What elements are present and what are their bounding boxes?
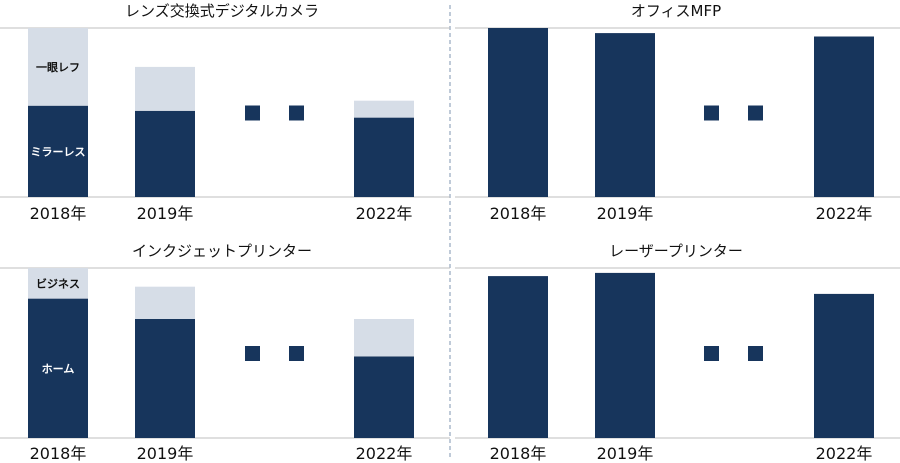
gap-marker [289, 105, 304, 121]
bar-segment-1-0 [135, 110, 195, 197]
gap-marker [748, 346, 763, 361]
x-tick-label: 2018年 [30, 444, 87, 463]
bar-segment-0-0 [28, 105, 88, 197]
bar-segment-0-0 [28, 298, 88, 438]
bar-value-1-0 [595, 272, 655, 438]
bar-segment-2-1 [354, 319, 414, 357]
x-tick-label: 2018年 [30, 204, 87, 223]
series-label: ホーム [42, 362, 75, 375]
gap-marker [245, 346, 260, 361]
bar-segment-1-1 [135, 286, 195, 319]
x-tick-label: 2019年 [137, 444, 194, 463]
bar-value-1-0 [595, 33, 655, 197]
gap-marker [245, 105, 260, 121]
x-tick-label: 2022年 [356, 444, 413, 463]
bar-value-2-0 [814, 36, 874, 197]
chart-title: レンズ交換式デジタルカメラ [125, 2, 319, 20]
x-tick-label: 2022年 [816, 204, 873, 223]
gap-marker [704, 105, 719, 121]
bar-value-2-0 [814, 293, 874, 438]
bar-segment-0-1 [28, 28, 88, 106]
bar-segment-2-0 [354, 356, 414, 438]
bar-segment-2-1 [354, 100, 414, 118]
chart-title: レーザープリンター [609, 242, 743, 260]
x-tick-label: 2019年 [137, 204, 194, 223]
bar-value-0-0 [488, 276, 548, 438]
x-tick-label: 2018年 [490, 444, 547, 463]
bar-segment-2-0 [354, 117, 414, 197]
bar-value-0-0 [488, 28, 548, 197]
x-tick-label: 2019年 [597, 204, 654, 223]
series-label: 一眼レフ [36, 61, 80, 74]
chart-title: インクジェットプリンター [132, 242, 312, 260]
gap-marker [704, 346, 719, 361]
series-label: ビジネス [36, 276, 80, 290]
series-label: ミラーレス [31, 145, 86, 158]
x-tick-label: 2018年 [490, 204, 547, 223]
x-tick-label: 2022年 [356, 204, 413, 223]
chart-title: オフィスMFP [631, 2, 721, 20]
x-tick-label: 2022年 [816, 444, 873, 463]
gap-marker [289, 346, 304, 361]
bar-segment-1-0 [135, 319, 195, 438]
bar-segment-0-1 [28, 268, 88, 299]
x-tick-label: 2019年 [597, 444, 654, 463]
gap-marker [748, 105, 763, 121]
bar-segment-1-1 [135, 66, 195, 111]
